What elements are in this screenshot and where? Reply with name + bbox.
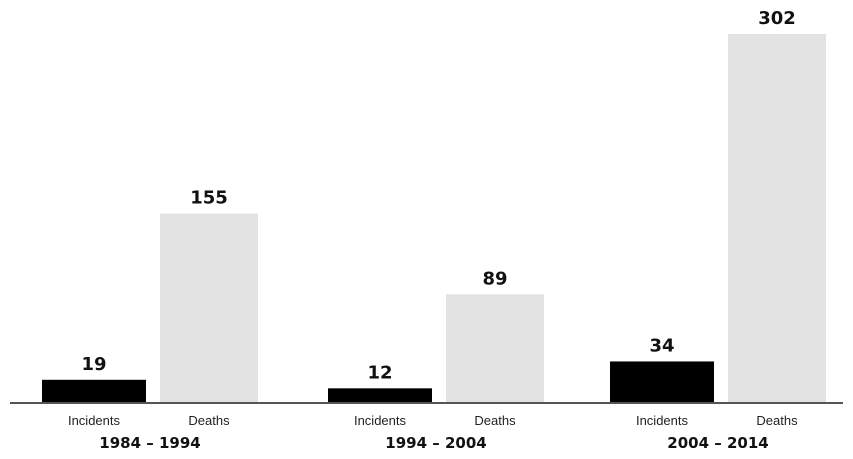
bar-deaths-3 (728, 34, 826, 403)
bar-deaths-2 (446, 294, 544, 403)
data-label-incidents-2: 12 (367, 362, 392, 383)
data-label-deaths-2: 89 (482, 268, 507, 289)
group-label-3: 2004 – 2014 (667, 434, 768, 452)
data-label-deaths-1: 155 (190, 188, 228, 209)
bar-incidents-2 (328, 388, 432, 403)
data-label-deaths-3: 302 (758, 8, 796, 29)
bar-incidents-3 (610, 361, 714, 403)
data-label-incidents-3: 34 (649, 335, 674, 356)
data-label-incidents-1: 19 (81, 354, 106, 375)
bar-deaths-1 (160, 213, 258, 403)
series-label-incidents-2: Incidents (354, 413, 407, 428)
bar-incidents-1 (42, 379, 146, 403)
group-label-2: 1994 – 2004 (385, 434, 486, 452)
series-label-incidents-1: Incidents (68, 413, 121, 428)
group-label-1: 1984 – 1994 (99, 434, 200, 452)
series-label-deaths-2: Deaths (474, 413, 516, 428)
series-label-incidents-3: Incidents (636, 413, 689, 428)
series-label-deaths-3: Deaths (756, 413, 798, 428)
series-label-deaths-1: Deaths (188, 413, 230, 428)
